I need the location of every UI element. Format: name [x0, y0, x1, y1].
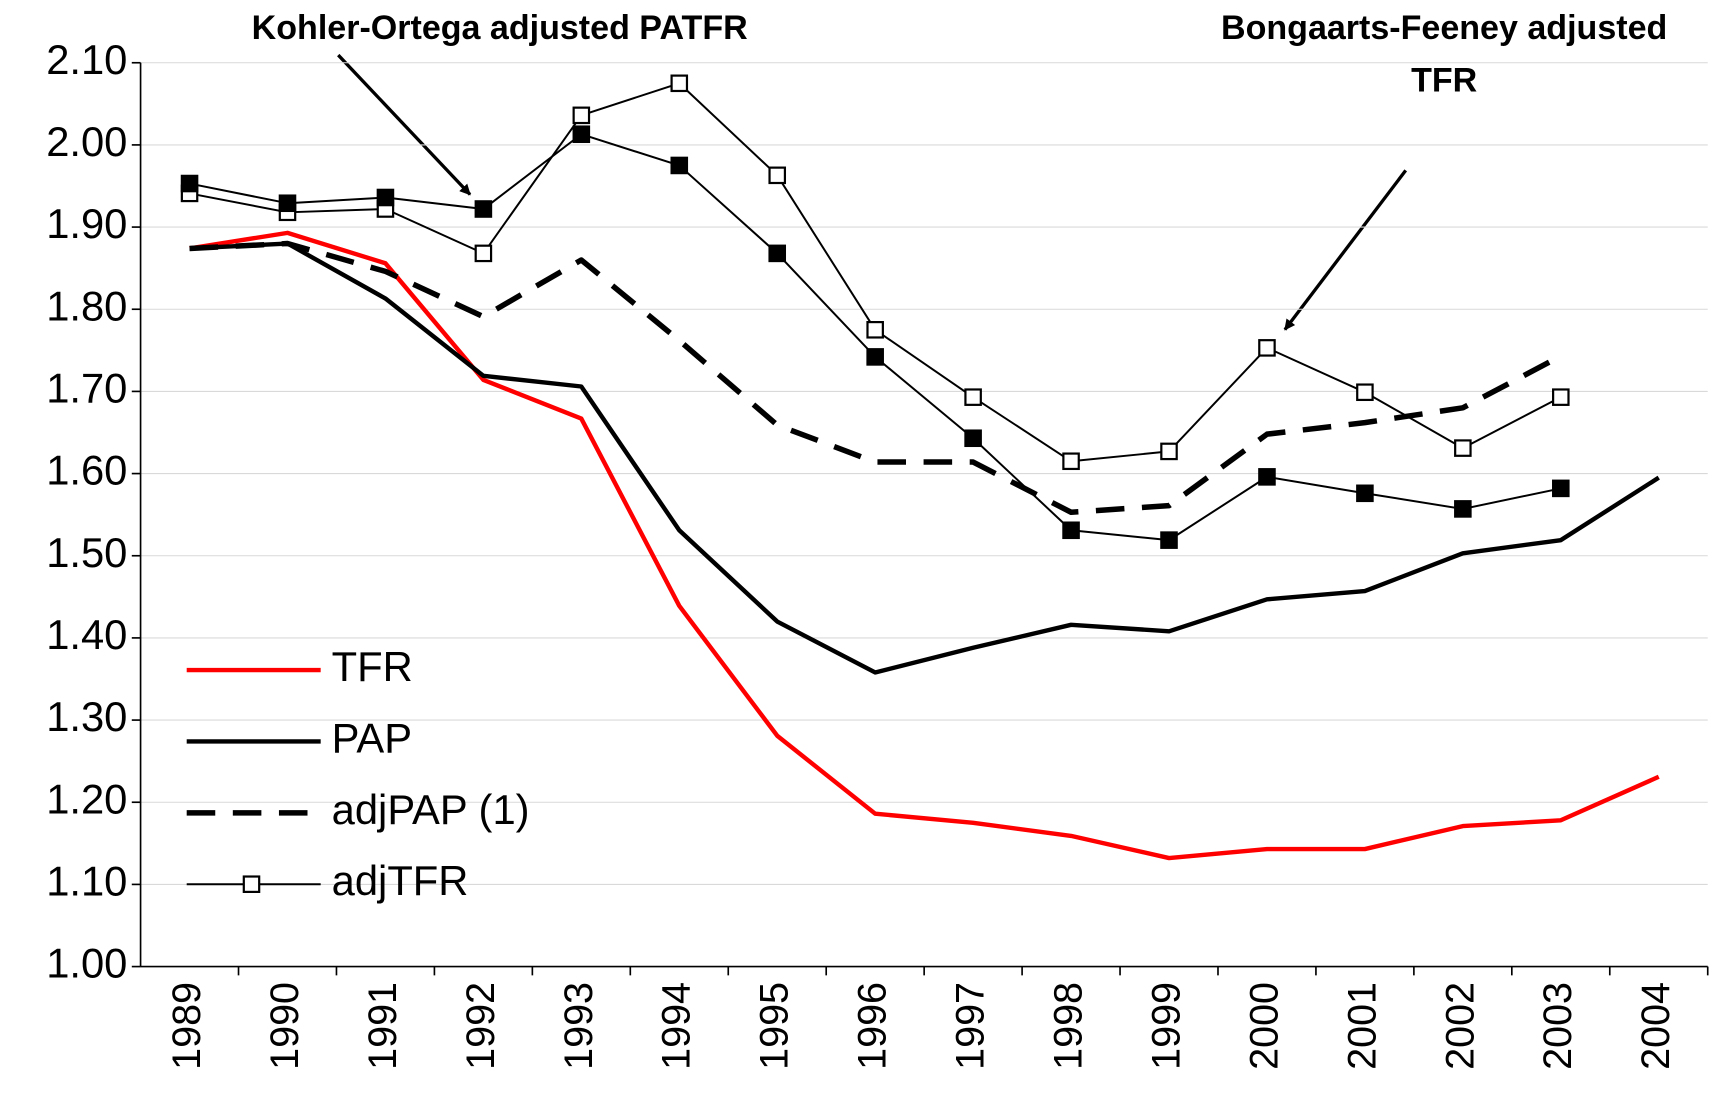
legend-label: PAP — [332, 714, 412, 761]
x-tick-label: 1989 — [165, 982, 209, 1070]
series-line — [189, 230, 1660, 861]
y-tick-label: 1.80 — [46, 282, 127, 329]
y-tick-label: 1.70 — [46, 364, 127, 411]
marker — [1552, 388, 1570, 406]
x-tick-label: 1991 — [361, 982, 405, 1070]
marker — [1356, 383, 1374, 402]
annotation: TFR — [1411, 61, 1477, 99]
x-tick-label: 1993 — [557, 982, 601, 1070]
series-line — [189, 240, 1563, 515]
x-tick-label: 2003 — [1536, 982, 1580, 1070]
y-tick-label: 1.60 — [46, 447, 127, 494]
y-tick-label: 2.10 — [46, 36, 127, 83]
x-tick-label: 1992 — [459, 982, 503, 1070]
legend-label: TFR — [332, 643, 413, 690]
marker — [572, 125, 591, 144]
marker — [1160, 531, 1178, 549]
x-tick-label: 1994 — [655, 982, 699, 1070]
y-tick-label: 1.10 — [46, 857, 127, 904]
x-tick-label: 2004 — [1634, 982, 1678, 1070]
marker — [768, 166, 787, 185]
marker — [1454, 439, 1472, 457]
marker — [1160, 442, 1178, 461]
legend-label: adjPAP (1) — [332, 786, 530, 833]
marker — [670, 74, 689, 93]
y-tick-label: 1.00 — [46, 940, 127, 987]
marker — [866, 348, 884, 366]
x-tick-label: 2000 — [1242, 982, 1286, 1070]
y-tick-label: 1.90 — [46, 200, 127, 247]
marker — [1062, 521, 1080, 540]
y-tick-label: 2.00 — [46, 118, 127, 165]
annotation: Bongaarts-Feeney adjusted — [1221, 9, 1667, 47]
marker — [572, 106, 591, 125]
x-tick-label: 1999 — [1144, 982, 1188, 1070]
marker — [964, 429, 982, 448]
x-tick-label: 1995 — [753, 982, 797, 1070]
marker — [1258, 468, 1276, 486]
marker — [1062, 452, 1080, 471]
marker — [376, 188, 395, 207]
marker — [964, 388, 982, 406]
marker — [1454, 500, 1472, 518]
x-tick-label: 2001 — [1340, 982, 1384, 1070]
marker — [180, 174, 199, 193]
annotation-arrow — [337, 53, 472, 196]
legend-label: adjTFR — [332, 857, 469, 904]
legend-marker — [242, 875, 261, 893]
x-tick-label: 1998 — [1047, 982, 1091, 1070]
marker — [278, 194, 297, 213]
marker — [1552, 479, 1570, 498]
marker — [1356, 484, 1374, 503]
marker — [1258, 339, 1276, 357]
y-tick-label: 1.50 — [46, 529, 127, 576]
marker — [474, 200, 493, 218]
x-tick-label: 1997 — [949, 982, 993, 1070]
marker — [768, 244, 787, 263]
y-tick-label: 1.20 — [46, 775, 127, 822]
y-tick-label: 1.40 — [46, 611, 127, 658]
x-tick-label: 2002 — [1438, 982, 1482, 1070]
marker — [866, 321, 884, 339]
series-line — [189, 241, 1660, 675]
marker — [670, 156, 689, 175]
x-tick-label: 1990 — [263, 982, 307, 1070]
marker — [474, 244, 493, 263]
y-tick-label: 1.30 — [46, 693, 127, 740]
x-tick-label: 1996 — [851, 982, 895, 1070]
annotation-arrow — [1283, 169, 1408, 331]
annotation: Kohler-Ortega adjusted PATFR — [252, 9, 748, 47]
